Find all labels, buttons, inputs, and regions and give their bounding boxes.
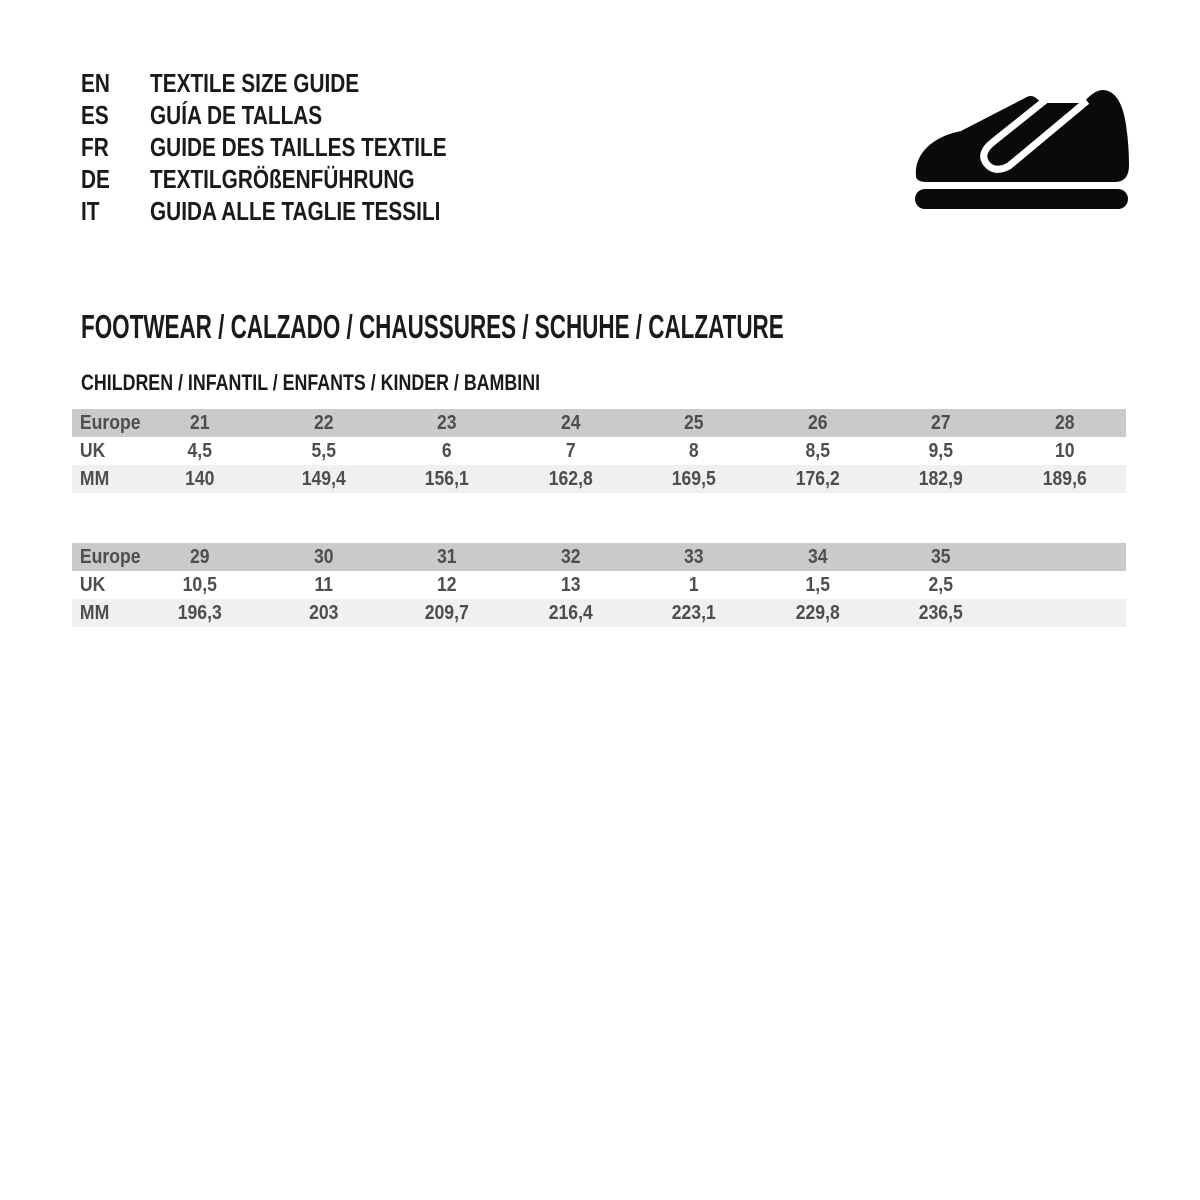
table-cell: 229,8 [795, 601, 840, 624]
table-row: MM 196,3 203 209,7 216,4 223,1 229,8 236,5 [72, 599, 1126, 627]
language-row: FR GUIDE DES TAILLES TEXTILE [81, 131, 521, 163]
table-cell: 2,5 [928, 573, 953, 596]
section-title: FOOTWEAR / CALZADO / CHAUSSURES / SCHUHE… [81, 308, 784, 345]
table-row: Europe 29 30 31 32 33 34 35 [72, 543, 1126, 571]
row-label: MM [79, 601, 110, 624]
table-cell: 21 [189, 411, 210, 434]
table-cell: 8,5 [805, 439, 830, 462]
table-cell: 22 [313, 411, 334, 434]
row-label: UK [79, 439, 106, 462]
table-cell: 33 [683, 545, 704, 568]
table-cell: 1,5 [805, 573, 830, 596]
table-cell: 216,4 [548, 601, 593, 624]
language-label: GUÍA DE TALLAS [150, 99, 323, 130]
row-label: UK [79, 573, 106, 596]
table-cell: 1 [688, 573, 699, 596]
language-row: EN TEXTILE SIZE GUIDE [81, 67, 521, 99]
language-code: DE [81, 163, 110, 194]
table-cell: 236,5 [918, 601, 963, 624]
language-row: IT GUIDA ALLE TAGLIE TESSILI [81, 195, 521, 227]
children-size-table-1: Europe 21 22 23 24 25 26 27 28 UK 4,5 5,5 6 7 8 8,5 9,5 1… [72, 409, 1126, 493]
language-code: IT [81, 195, 100, 226]
table-cell: 162,8 [548, 467, 593, 490]
table-cell: 32 [560, 545, 581, 568]
table-cell: 10 [1054, 439, 1075, 462]
language-label: TEXTILE SIZE GUIDE [150, 67, 360, 98]
table-cell: 182,9 [918, 467, 963, 490]
table-row: Europe 21 22 23 24 25 26 27 28 [72, 409, 1126, 437]
table-row: UK 10,5 11 12 13 1 1,5 2,5 [72, 571, 1126, 599]
table-cell: 35 [930, 545, 951, 568]
table-cell: 223,1 [671, 601, 716, 624]
language-label: GUIDE DES TAILLES TEXTILE [150, 131, 447, 162]
table-cell: 27 [930, 411, 951, 434]
table-cell: 6 [441, 439, 452, 462]
table-cell: 13 [560, 573, 581, 596]
table-cell: 31 [436, 545, 457, 568]
table-cell: 196,3 [177, 601, 222, 624]
table-cell: 12 [436, 573, 457, 596]
language-code: ES [81, 99, 109, 130]
table-row: UK 4,5 5,5 6 7 8 8,5 9,5 10 [72, 437, 1126, 465]
table-cell: 8 [688, 439, 699, 462]
table-cell: 169,5 [671, 467, 716, 490]
table-cell: 24 [560, 411, 581, 434]
table-cell: 29 [189, 545, 210, 568]
table-cell: 203 [308, 601, 338, 624]
table-cell: 11 [313, 573, 333, 596]
language-row: ES GUÍA DE TALLAS [81, 99, 521, 131]
table-cell: 156,1 [424, 467, 469, 490]
table-cell: 140 [185, 467, 215, 490]
language-list: EN TEXTILE SIZE GUIDE ES GUÍA DE TALLAS … [81, 67, 521, 227]
table-cell: 23 [436, 411, 457, 434]
table-cell: 25 [683, 411, 704, 434]
children-size-table-2: Europe 29 30 31 32 33 34 35 UK 10,5 11 12 13 1 1,5 2,5 M… [72, 543, 1126, 627]
language-label: TEXTILGRÖßENFÜHRUNG [150, 163, 415, 194]
subsection-title: CHILDREN / INFANTIL / ENFANTS / KINDER /… [81, 370, 541, 395]
table-row: MM 140 149,4 156,1 162,8 169,5 176,2 182,9 189,6 [72, 465, 1126, 493]
table-cell: 189,6 [1042, 467, 1087, 490]
table-cell: 176,2 [795, 467, 840, 490]
children-shoe-icon [915, 90, 1129, 209]
row-label: Europe [79, 411, 141, 434]
table-cell: 28 [1054, 411, 1075, 434]
language-label: GUIDA ALLE TAGLIE TESSILI [150, 195, 441, 226]
table-cell: 5,5 [311, 439, 336, 462]
table-cell: 4,5 [187, 439, 212, 462]
table-cell: 9,5 [928, 439, 953, 462]
row-label: Europe [79, 545, 141, 568]
language-code: EN [81, 67, 110, 98]
table-cell: 209,7 [424, 601, 469, 624]
row-label: MM [79, 467, 110, 490]
table-cell: 30 [313, 545, 334, 568]
table-cell: 26 [807, 411, 828, 434]
language-row: DE TEXTILGRÖßENFÜHRUNG [81, 163, 521, 195]
table-cell: 10,5 [182, 573, 217, 596]
table-cell: 7 [565, 439, 576, 462]
table-cell: 34 [807, 545, 828, 568]
table-cell: 149,4 [301, 467, 346, 490]
language-code: FR [81, 131, 109, 162]
